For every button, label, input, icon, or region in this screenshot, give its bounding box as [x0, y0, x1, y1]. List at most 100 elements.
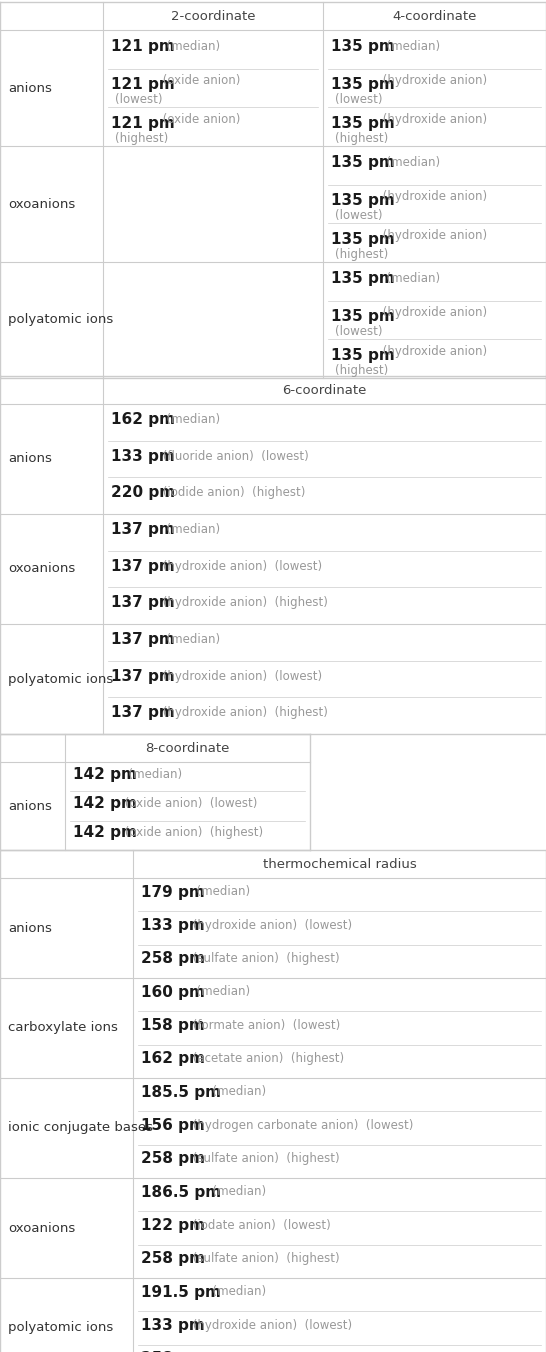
Text: (hydroxide anion)  (highest): (hydroxide anion) (highest)	[159, 706, 328, 719]
Text: (oxide anion)  (lowest): (oxide anion) (lowest)	[121, 798, 257, 810]
Text: (median): (median)	[189, 886, 250, 899]
Text: 6-coordinate: 6-coordinate	[282, 384, 367, 396]
Text: 133 pm: 133 pm	[141, 918, 205, 933]
Text: 135 pm: 135 pm	[331, 233, 395, 247]
Text: 137 pm: 137 pm	[111, 558, 175, 573]
Text: 137 pm: 137 pm	[111, 706, 175, 721]
Text: (median): (median)	[379, 39, 440, 53]
Text: 258 pm: 258 pm	[141, 1151, 205, 1167]
Text: (median): (median)	[159, 412, 220, 426]
Text: 142 pm: 142 pm	[73, 826, 137, 841]
Text: 135 pm: 135 pm	[331, 270, 395, 285]
Text: (lowest): (lowest)	[335, 93, 383, 105]
Text: (hydroxide anion): (hydroxide anion)	[379, 307, 487, 319]
Text: carboxylate ions: carboxylate ions	[8, 1022, 118, 1034]
Text: 135 pm: 135 pm	[331, 39, 395, 54]
Text: (fluoride anion)  (lowest): (fluoride anion) (lowest)	[159, 450, 308, 462]
Text: 8-coordinate: 8-coordinate	[145, 741, 230, 754]
Text: 135 pm: 135 pm	[331, 116, 395, 131]
Text: (hydroxide anion)  (lowest): (hydroxide anion) (lowest)	[189, 919, 352, 932]
Text: (hydroxide anion): (hydroxide anion)	[379, 114, 487, 126]
Text: (median): (median)	[379, 155, 440, 169]
Text: 162 pm: 162 pm	[141, 1051, 205, 1067]
Text: (median): (median)	[205, 1086, 266, 1098]
Text: polyatomic ions: polyatomic ions	[8, 672, 113, 685]
Text: (hydroxide anion): (hydroxide anion)	[379, 228, 487, 242]
Text: 135 pm: 135 pm	[331, 347, 395, 364]
Text: 179 pm: 179 pm	[141, 884, 205, 899]
Text: 160 pm: 160 pm	[141, 984, 205, 999]
Text: (hydroxide anion): (hydroxide anion)	[379, 345, 487, 358]
Text: (sulfate anion)  (highest): (sulfate anion) (highest)	[189, 1252, 339, 1265]
Text: anions: anions	[8, 799, 52, 813]
Text: (oxide anion): (oxide anion)	[159, 74, 240, 88]
Text: 133 pm: 133 pm	[141, 1318, 205, 1333]
Text: (sulfate anion)  (highest): (sulfate anion) (highest)	[189, 952, 339, 965]
Text: (hydroxide anion)  (lowest): (hydroxide anion) (lowest)	[159, 669, 322, 683]
Text: ionic conjugate bases: ionic conjugate bases	[8, 1122, 153, 1134]
Text: (median): (median)	[205, 1286, 266, 1298]
Text: anions: anions	[8, 81, 52, 95]
Text: 137 pm: 137 pm	[111, 595, 175, 610]
Text: (hydroxide anion): (hydroxide anion)	[379, 191, 487, 203]
Text: 2-coordinate: 2-coordinate	[171, 9, 255, 23]
Text: (hydroxide anion)  (lowest): (hydroxide anion) (lowest)	[159, 560, 322, 572]
Text: anions: anions	[8, 453, 52, 465]
Text: (median): (median)	[205, 1186, 266, 1198]
Text: 258 pm: 258 pm	[141, 952, 205, 967]
Text: 142 pm: 142 pm	[73, 767, 137, 781]
Text: 121 pm: 121 pm	[111, 39, 175, 54]
Text: (hydrogen carbonate anion)  (lowest): (hydrogen carbonate anion) (lowest)	[189, 1119, 413, 1132]
Text: (sulfate anion)  (highest): (sulfate anion) (highest)	[189, 1152, 339, 1165]
Text: 137 pm: 137 pm	[111, 669, 175, 684]
Text: 142 pm: 142 pm	[73, 796, 137, 811]
Text: 191.5 pm: 191.5 pm	[141, 1284, 221, 1299]
Text: (hydroxide anion)  (lowest): (hydroxide anion) (lowest)	[189, 1318, 352, 1332]
Text: 122 pm: 122 pm	[141, 1218, 205, 1233]
Text: 185.5 pm: 185.5 pm	[141, 1084, 221, 1099]
Text: 121 pm: 121 pm	[111, 116, 175, 131]
Text: 135 pm: 135 pm	[331, 193, 395, 208]
Text: 162 pm: 162 pm	[111, 412, 175, 427]
Text: (highest): (highest)	[335, 364, 388, 377]
Text: anions: anions	[8, 922, 52, 934]
Text: (median): (median)	[189, 986, 250, 999]
Text: 137 pm: 137 pm	[111, 631, 175, 646]
Text: oxoanions: oxoanions	[8, 562, 75, 576]
Text: 135 pm: 135 pm	[331, 310, 395, 324]
Text: oxoanions: oxoanions	[8, 1221, 75, 1234]
Text: 158 pm: 158 pm	[141, 1018, 205, 1033]
Text: polyatomic ions: polyatomic ions	[8, 314, 113, 326]
Text: (median): (median)	[121, 768, 182, 781]
Text: 121 pm: 121 pm	[111, 77, 175, 92]
Text: 133 pm: 133 pm	[111, 449, 175, 464]
Text: 186.5 pm: 186.5 pm	[141, 1184, 221, 1199]
Text: (hydroxide anion): (hydroxide anion)	[379, 74, 487, 88]
Text: (hydroxide anion)  (highest): (hydroxide anion) (highest)	[159, 596, 328, 610]
Text: thermochemical radius: thermochemical radius	[263, 857, 417, 871]
Text: (lowest): (lowest)	[335, 324, 383, 338]
Text: 258 pm: 258 pm	[141, 1251, 205, 1267]
Text: 4-coordinate: 4-coordinate	[393, 9, 477, 23]
Text: (median): (median)	[159, 633, 220, 646]
Text: (iodate anion)  (lowest): (iodate anion) (lowest)	[189, 1220, 330, 1232]
Text: (median): (median)	[159, 39, 220, 53]
Text: 135 pm: 135 pm	[331, 77, 395, 92]
Text: (formate anion)  (lowest): (formate anion) (lowest)	[189, 1019, 340, 1032]
Text: (median): (median)	[379, 272, 440, 285]
Text: (highest): (highest)	[335, 247, 388, 261]
Text: 156 pm: 156 pm	[141, 1118, 205, 1133]
Text: (highest): (highest)	[335, 131, 388, 145]
Text: (oxide anion)  (highest): (oxide anion) (highest)	[121, 826, 263, 840]
Text: (lowest): (lowest)	[115, 93, 163, 105]
Text: 137 pm: 137 pm	[111, 522, 175, 537]
Text: oxoanions: oxoanions	[8, 197, 75, 211]
Text: (highest): (highest)	[115, 131, 168, 145]
Text: (median): (median)	[159, 523, 220, 535]
Text: 135 pm: 135 pm	[331, 154, 395, 170]
Text: (acetate anion)  (highest): (acetate anion) (highest)	[189, 1052, 344, 1065]
Text: 220 pm: 220 pm	[111, 485, 175, 500]
Text: (lowest): (lowest)	[335, 210, 383, 222]
Text: polyatomic ions: polyatomic ions	[8, 1321, 113, 1334]
Text: (oxide anion): (oxide anion)	[159, 114, 240, 126]
